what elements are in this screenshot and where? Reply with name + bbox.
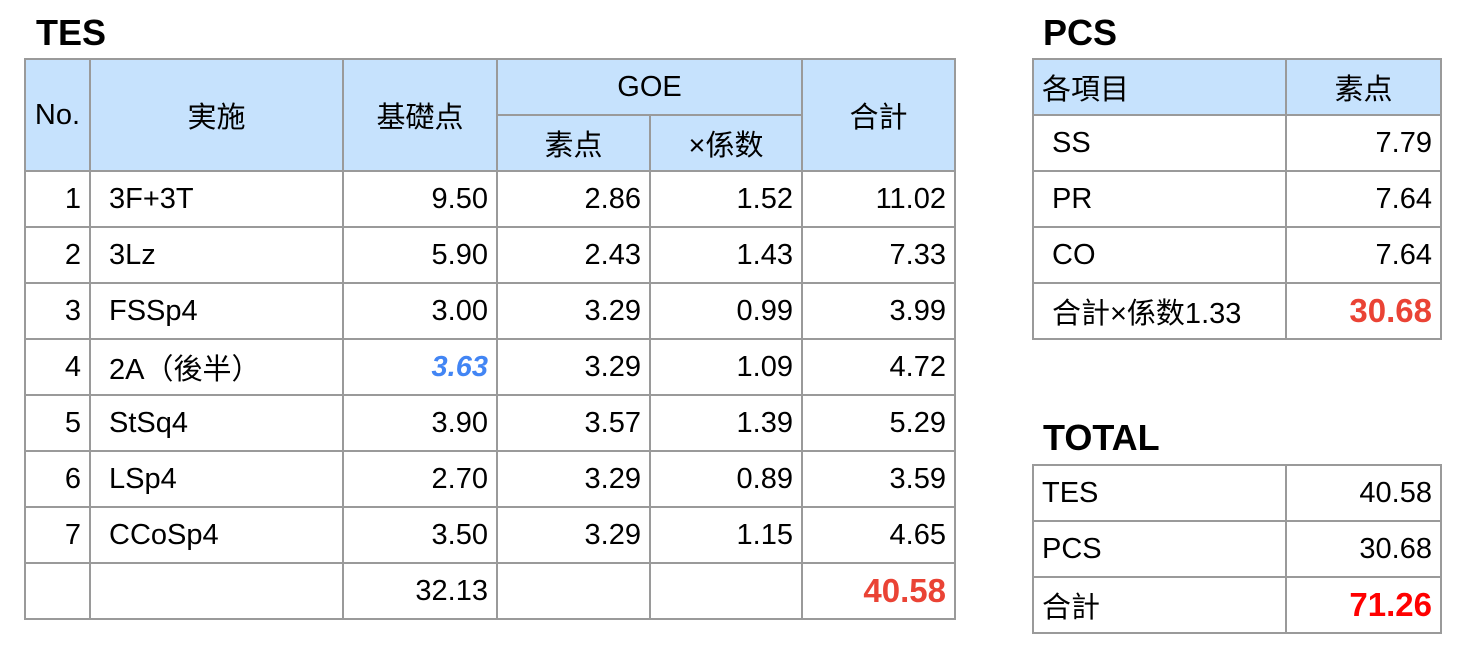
tes-table: No. 実施 基礎点 GOE 合計 素点 ×係数 1 3F+3T 9.50 2.86 1… [24, 58, 956, 620]
pcs-table: 各項目 素点 SS 7.79 PR 7.64 CO 7.64 合計×係数1.33 30.… [1032, 58, 1442, 340]
base-value: 3.90 [342, 394, 498, 452]
element-name: LSp4 [89, 450, 344, 508]
table-row: 7 CCoSp4 3.50 3.29 1.15 4.65 [24, 506, 956, 564]
element-name: 3Lz [89, 226, 344, 284]
element-name: CCoSp4 [89, 506, 344, 564]
goe-raw: 3.29 [496, 338, 651, 396]
goe-raw: 3.57 [496, 394, 651, 452]
element-total: 4.72 [801, 338, 956, 396]
base-value: 3.50 [342, 506, 498, 564]
sum-goe-raw [496, 562, 651, 620]
header-score: 素点 [1285, 58, 1442, 116]
total-value: 30.68 [1285, 520, 1442, 578]
pcs-item: SS [1032, 114, 1287, 172]
sum-element [89, 562, 344, 620]
element-name: 3F+3T [89, 170, 344, 228]
element-total: 4.65 [801, 506, 956, 564]
pcs-score: 7.64 [1285, 170, 1442, 228]
base-value: 3.00 [342, 282, 498, 340]
element-no: 7 [24, 506, 91, 564]
header-item: 各項目 [1032, 58, 1287, 116]
base-value: 3.63 [342, 338, 498, 396]
sum-total: 40.58 [801, 562, 956, 620]
goe-factored: 1.43 [649, 226, 803, 284]
header-element: 実施 [89, 58, 344, 172]
element-total: 3.99 [801, 282, 956, 340]
header-goe-raw: 素点 [496, 114, 651, 172]
total-sum-value: 71.26 [1285, 576, 1442, 634]
pcs-sum-score: 30.68 [1285, 282, 1442, 340]
header-goe: GOE [496, 58, 803, 116]
table-row: CO 7.64 [1032, 226, 1442, 284]
base-value: 9.50 [342, 170, 498, 228]
table-row: PR 7.64 [1032, 170, 1442, 228]
table-row: 4 2A（後半） 3.63 3.29 1.09 4.72 [24, 338, 956, 396]
pcs-sum-row: 合計×係数1.33 30.68 [1032, 282, 1442, 340]
goe-factored: 1.15 [649, 506, 803, 564]
header-total: 合計 [801, 58, 956, 172]
table-row: 3 FSSp4 3.00 3.29 0.99 3.99 [24, 282, 956, 340]
total-label: PCS [1032, 520, 1287, 578]
table-row: 2 3Lz 5.90 2.43 1.43 7.33 [24, 226, 956, 284]
goe-factored: 0.89 [649, 450, 803, 508]
total-label: TES [1032, 464, 1287, 522]
base-value: 5.90 [342, 226, 498, 284]
header-no: No. [24, 58, 91, 172]
element-total: 7.33 [801, 226, 956, 284]
element-no: 6 [24, 450, 91, 508]
header-base: 基礎点 [342, 58, 498, 172]
pcs-title: PCS [1043, 12, 1118, 53]
element-total: 3.59 [801, 450, 956, 508]
pcs-score: 7.64 [1285, 226, 1442, 284]
table-row: TES 40.58 [1032, 464, 1442, 522]
header-goe-factor: ×係数 [649, 114, 803, 172]
element-name: 2A（後半） [89, 338, 344, 396]
element-no: 1 [24, 170, 91, 228]
pcs-sum-label: 合計×係数1.33 [1032, 282, 1287, 340]
total-table: TES 40.58 PCS 30.68 合計 71.26 [1032, 464, 1442, 634]
goe-raw: 2.86 [496, 170, 651, 228]
sum-no [24, 562, 91, 620]
goe-factored: 1.39 [649, 394, 803, 452]
total-value: 40.58 [1285, 464, 1442, 522]
element-name: FSSp4 [89, 282, 344, 340]
element-no: 3 [24, 282, 91, 340]
pcs-item: CO [1032, 226, 1287, 284]
table-row: SS 7.79 [1032, 114, 1442, 172]
sum-goe-factor [649, 562, 803, 620]
base-value: 2.70 [342, 450, 498, 508]
element-no: 2 [24, 226, 91, 284]
sum-base: 32.13 [342, 562, 498, 620]
element-no: 5 [24, 394, 91, 452]
element-no: 4 [24, 338, 91, 396]
total-sum-label: 合計 [1032, 576, 1287, 634]
goe-factored: 1.09 [649, 338, 803, 396]
table-row: 1 3F+3T 9.50 2.86 1.52 11.02 [24, 170, 956, 228]
pcs-score: 7.79 [1285, 114, 1442, 172]
table-row: PCS 30.68 [1032, 520, 1442, 578]
pcs-item: PR [1032, 170, 1287, 228]
goe-raw: 2.43 [496, 226, 651, 284]
total-title: TOTAL [1043, 417, 1160, 458]
element-total: 5.29 [801, 394, 956, 452]
element-name: StSq4 [89, 394, 344, 452]
table-row: 6 LSp4 2.70 3.29 0.89 3.59 [24, 450, 956, 508]
goe-factored: 1.52 [649, 170, 803, 228]
goe-raw: 3.29 [496, 450, 651, 508]
table-row: 5 StSq4 3.90 3.57 1.39 5.29 [24, 394, 956, 452]
tes-sum-row: 32.13 40.58 [24, 562, 956, 620]
goe-factored: 0.99 [649, 282, 803, 340]
total-sum-row: 合計 71.26 [1032, 576, 1442, 634]
element-total: 11.02 [801, 170, 956, 228]
goe-raw: 3.29 [496, 506, 651, 564]
goe-raw: 3.29 [496, 282, 651, 340]
tes-title: TES [36, 12, 107, 53]
